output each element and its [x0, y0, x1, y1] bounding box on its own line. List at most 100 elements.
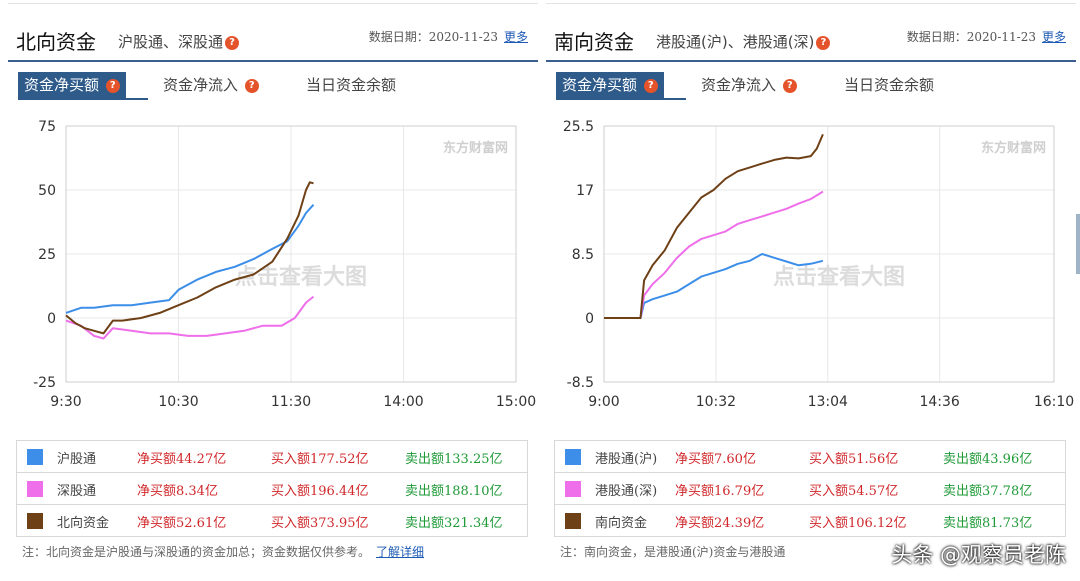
- panel-subtitle: 沪股通、深股通?: [118, 31, 240, 52]
- author-watermark: 头条 @观察员老陈: [891, 543, 1066, 567]
- legend-net: 净买额16.79亿: [675, 484, 765, 499]
- y-tick-label: 50: [38, 183, 56, 199]
- x-tick-label: 14:00: [383, 394, 423, 410]
- x-tick-label: 9:30: [50, 394, 81, 410]
- x-tick-label: 14:36: [919, 394, 959, 410]
- x-tick-label: 15:00: [496, 394, 536, 410]
- tab-label: 资金净流入: [701, 76, 777, 94]
- legend-swatch: [565, 449, 581, 465]
- legend-row: 港股通(深) 净买额16.79亿 买入额54.57亿 卖出额37.78亿: [555, 472, 1065, 504]
- y-tick-label: 75: [38, 119, 56, 135]
- legend-buy: 买入额51.56亿: [809, 452, 899, 467]
- x-tick-label: 10:30: [158, 394, 198, 410]
- y-tick-label: 0: [585, 311, 594, 327]
- legend-net: 净买额52.61亿: [137, 516, 227, 531]
- southbound-chart[interactable]: -8.5 0 8.5 17 25.5 9:00 10:32 13:04 14:36 16:10 点击…: [546, 110, 1076, 420]
- tab-net-buy[interactable]: 资金净买额 ?: [18, 72, 126, 98]
- tab-net-inflow[interactable]: 资金净流入 ?: [701, 72, 797, 98]
- legend-buy: 买入额373.95亿: [271, 516, 369, 531]
- active-tab-underline: [556, 98, 686, 100]
- tab-net-inflow[interactable]: 资金净流入 ?: [163, 72, 259, 98]
- legend-row: 北向资金 净买额52.61亿 买入额373.95亿 卖出额321.34亿: [17, 504, 527, 536]
- top-divider: [546, 3, 1076, 4]
- header-divider: [546, 60, 1076, 62]
- legend-net: 净买额44.27亿: [137, 452, 227, 467]
- y-tick-label: -8.5: [567, 375, 594, 391]
- panel-subtitle: 港股通(沪)、港股通(深)?: [656, 31, 831, 52]
- panel-title: 南向资金: [554, 30, 634, 54]
- footnote: 注：北向资金是沪股通与深股通的资金加总；资金数据仅供参考。 了解详细: [22, 543, 424, 560]
- legend-swatch: [27, 513, 43, 529]
- legend-name: 港股通(沪): [595, 452, 658, 467]
- x-tick-label: 13:04: [808, 394, 848, 410]
- legend-buy: 买入额106.12亿: [809, 516, 907, 531]
- legend-sell: 卖出额37.78亿: [943, 484, 1033, 499]
- tab-daily-balance[interactable]: 当日资金余额: [306, 72, 396, 98]
- date-info: 数据日期：2020-11-23 更多: [907, 28, 1066, 45]
- plot-area-border: [603, 125, 1055, 383]
- legend-net: 净买额7.60亿: [675, 452, 756, 467]
- legend-buy: 买入额177.52亿: [271, 452, 369, 467]
- legend-name: 北向资金: [57, 516, 110, 531]
- legend-swatch: [27, 481, 43, 497]
- tab-label: 当日资金余额: [844, 76, 935, 94]
- y-tick-label: 8.5: [572, 247, 594, 263]
- series-line: [65, 204, 315, 314]
- y-tick-label: 17: [576, 183, 594, 199]
- legend-swatch: [565, 481, 581, 497]
- subtitle-text: 沪股通、深股通: [118, 33, 224, 51]
- subtitle-text: 港股通(沪)、港股通(深): [656, 33, 815, 51]
- legend-buy: 买入额54.57亿: [809, 484, 899, 499]
- help-icon[interactable]: ?: [782, 78, 797, 93]
- legend-name: 深股通: [57, 484, 97, 499]
- series-line: [604, 253, 824, 319]
- site-logo: 东方财富网: [981, 140, 1046, 156]
- legend-name: 南向资金: [595, 516, 648, 531]
- legend-table: 沪股通 净买额44.27亿 买入额177.52亿 卖出额133.25亿 深股通 …: [16, 440, 528, 537]
- tab-label: 资金净流入: [163, 76, 239, 94]
- more-link[interactable]: 更多: [503, 30, 528, 44]
- legend-sell: 卖出额43.96亿: [943, 452, 1033, 467]
- legend-name: 港股通(深): [595, 484, 658, 499]
- more-link[interactable]: 更多: [1041, 30, 1066, 44]
- help-icon[interactable]: ?: [643, 78, 658, 93]
- footnote-text: 注：北向资金是沪股通与深股通的资金加总；资金数据仅供参考。: [22, 545, 371, 559]
- legend-row: 港股通(沪) 净买额7.60亿 买入额51.56亿 卖出额43.96亿: [555, 441, 1065, 472]
- series-line: [65, 295, 315, 340]
- site-logo: 东方财富网: [443, 140, 508, 156]
- y-tick-label: 25.5: [563, 119, 594, 135]
- tab-daily-balance[interactable]: 当日资金余额: [844, 72, 934, 98]
- help-icon[interactable]: ?: [816, 35, 831, 50]
- x-tick-label: 16:10: [1034, 394, 1074, 410]
- y-tick-label: -25: [33, 375, 56, 391]
- legend-sell: 卖出额321.34亿: [405, 516, 503, 531]
- date-info: 数据日期：2020-11-23 更多: [369, 28, 528, 45]
- x-tick-label: 10:32: [696, 394, 736, 410]
- y-tick-label: 0: [47, 311, 56, 327]
- legend-row: 深股通 净买额8.34亿 买入额196.44亿 卖出额188.10亿: [17, 472, 527, 504]
- x-tick-label: 11:30: [271, 394, 311, 410]
- tab-net-buy[interactable]: 资金净买额 ?: [556, 72, 664, 98]
- learn-more-link[interactable]: 了解详细: [376, 545, 425, 559]
- chart-watermark: 点击查看大图: [773, 264, 905, 290]
- footnote: 注：南向资金，是港股通(沪)资金与港股通: [560, 543, 791, 560]
- legend-sell: 卖出额133.25亿: [405, 452, 503, 467]
- series-line: [604, 190, 824, 319]
- legend-net: 净买额8.34亿: [137, 484, 218, 499]
- northbound-chart[interactable]: -25 0 25 50 75 9:30 10:30 11:30 14:00 15:00 点击查看大图…: [8, 110, 538, 420]
- legend-sell: 卖出额81.73亿: [943, 516, 1033, 531]
- x-tick-label: 9:00: [588, 394, 619, 410]
- scrollbar[interactable]: [1076, 214, 1080, 274]
- help-icon[interactable]: ?: [225, 35, 240, 50]
- legend-row: 沪股通 净买额44.27亿 买入额177.52亿 卖出额133.25亿: [17, 441, 527, 472]
- legend-name: 沪股通: [57, 452, 97, 467]
- panel-title: 北向资金: [16, 30, 96, 54]
- tab-label: 当日资金余额: [306, 76, 397, 94]
- footnote-text: 注：南向资金，是港股通(沪)资金与港股通: [560, 545, 786, 559]
- help-icon[interactable]: ?: [244, 78, 259, 93]
- help-icon[interactable]: ?: [105, 78, 120, 93]
- series-line: [65, 181, 314, 335]
- legend-table: 港股通(沪) 净买额7.60亿 买入额51.56亿 卖出额43.96亿 港股通(…: [554, 440, 1066, 537]
- legend-row: 南向资金 净买额24.39亿 买入额106.12亿 卖出额81.73亿: [555, 504, 1065, 536]
- southbound-panel: 南向资金 港股通(沪)、港股通(深)? 数据日期：2020-11-23 更多 资金…: [546, 0, 1076, 581]
